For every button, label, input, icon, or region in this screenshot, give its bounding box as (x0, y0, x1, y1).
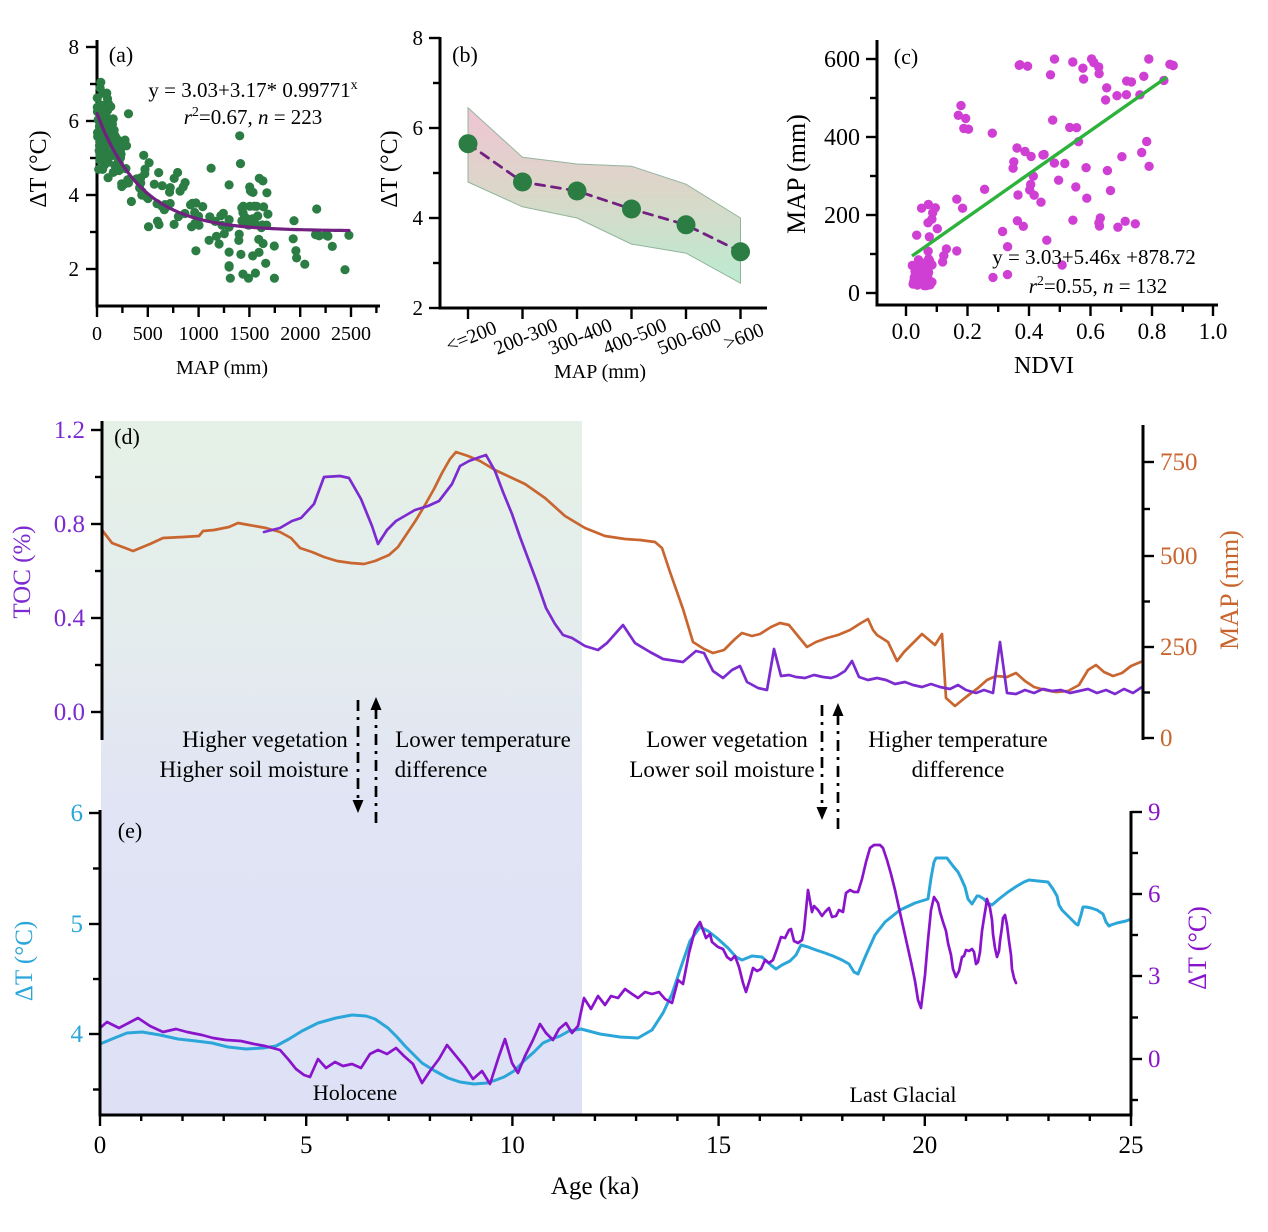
svg-text:ΔT (°C): ΔT (°C) (377, 130, 403, 207)
svg-text:ΔT (°C): ΔT (°C) (26, 130, 52, 207)
svg-text:r2=0.67, n = 223: r2=0.67, n = 223 (184, 105, 323, 129)
svg-text:4: 4 (413, 206, 424, 230)
svg-text:Holocene: Holocene (313, 1080, 397, 1105)
svg-text:3: 3 (1148, 963, 1161, 990)
svg-text:0: 0 (1160, 725, 1173, 752)
svg-text:MAP (mm): MAP (mm) (176, 357, 268, 379)
svg-text:5: 5 (300, 1132, 313, 1159)
svg-text:6: 6 (1148, 881, 1161, 908)
svg-text:2000: 2000 (280, 323, 320, 345)
svg-text:Last Glacial: Last Glacial (850, 1082, 957, 1107)
svg-text:Lower vegetation: Lower vegetation (646, 727, 808, 752)
svg-text:10: 10 (500, 1132, 525, 1159)
svg-text:0.0: 0.0 (892, 319, 921, 344)
svg-text:(c): (c) (894, 44, 918, 69)
svg-text:0.0: 0.0 (54, 699, 85, 726)
svg-text:2500: 2500 (331, 323, 371, 345)
svg-text:r2=0.55, n = 132: r2=0.55, n = 132 (1029, 274, 1168, 298)
svg-text:6: 6 (413, 116, 424, 140)
svg-text:(e): (e) (118, 818, 142, 843)
svg-text:Higher vegetation: Higher vegetation (182, 727, 348, 752)
svg-text:1.2: 1.2 (54, 417, 85, 444)
svg-text:0.8: 0.8 (1138, 319, 1167, 344)
svg-text:600: 600 (824, 47, 860, 73)
svg-text:difference: difference (395, 757, 488, 782)
svg-text:4: 4 (71, 1021, 84, 1048)
svg-text:0: 0 (1148, 1046, 1161, 1073)
svg-text:4: 4 (69, 183, 80, 207)
svg-text:0.2: 0.2 (953, 319, 982, 344)
svg-text:15: 15 (706, 1132, 731, 1159)
svg-text:ΔT (°C): ΔT (°C) (1183, 906, 1212, 990)
svg-text:ΔT (°C): ΔT (°C) (11, 921, 38, 1001)
svg-text:MAP (mm): MAP (mm) (1215, 530, 1244, 650)
svg-text:8: 8 (413, 26, 424, 50)
svg-text:0: 0 (94, 1132, 107, 1159)
svg-text:6: 6 (69, 109, 80, 133)
svg-text:2: 2 (69, 257, 80, 281)
svg-text:(a): (a) (109, 42, 133, 67)
svg-text:TOC (%): TOC (%) (9, 525, 36, 618)
svg-text:750: 750 (1160, 449, 1198, 476)
svg-text:9: 9 (1148, 799, 1161, 826)
svg-text:6: 6 (71, 800, 84, 827)
svg-text:NDVI: NDVI (1014, 353, 1074, 379)
svg-text:0.6: 0.6 (1076, 319, 1105, 344)
svg-text:1500: 1500 (229, 323, 269, 345)
svg-text:20: 20 (912, 1132, 937, 1159)
svg-text:y = 3.03+5.46x +878.72: y = 3.03+5.46x +878.72 (992, 245, 1196, 269)
svg-text:400: 400 (824, 125, 860, 151)
svg-text:y = 3.03+3.17* 0.99771x: y = 3.03+3.17* 0.99771x (148, 78, 357, 102)
svg-text:Higher soil moisture: Higher soil moisture (159, 757, 348, 782)
svg-text:250: 250 (1160, 634, 1198, 661)
svg-text:difference: difference (912, 757, 1005, 782)
svg-text:(b): (b) (452, 42, 478, 67)
svg-text:MAP (mm): MAP (mm) (782, 114, 811, 234)
svg-text:2: 2 (413, 296, 424, 320)
svg-text:MAP (mm): MAP (mm) (554, 361, 646, 383)
svg-text:5: 5 (71, 911, 84, 938)
svg-text:0.4: 0.4 (54, 605, 86, 632)
svg-text:1.0: 1.0 (1199, 319, 1228, 344)
svg-text:0: 0 (92, 323, 102, 345)
svg-text:Age (ka): Age (ka) (551, 1173, 639, 1200)
svg-text:Higher temperature: Higher temperature (868, 727, 1047, 752)
svg-text:0.4: 0.4 (1015, 319, 1044, 344)
svg-text:200: 200 (824, 203, 860, 229)
svg-text:(d): (d) (114, 424, 140, 449)
svg-text:Lower soil moisture: Lower soil moisture (629, 757, 814, 782)
svg-text:500: 500 (133, 323, 163, 345)
svg-text:0.8: 0.8 (54, 511, 85, 538)
svg-text:0: 0 (848, 281, 860, 307)
svg-text:1000: 1000 (179, 323, 219, 345)
svg-text:Lower temperature: Lower temperature (395, 727, 571, 752)
svg-text:25: 25 (1119, 1132, 1144, 1159)
svg-text:8: 8 (69, 35, 80, 59)
svg-text:500: 500 (1160, 543, 1198, 570)
